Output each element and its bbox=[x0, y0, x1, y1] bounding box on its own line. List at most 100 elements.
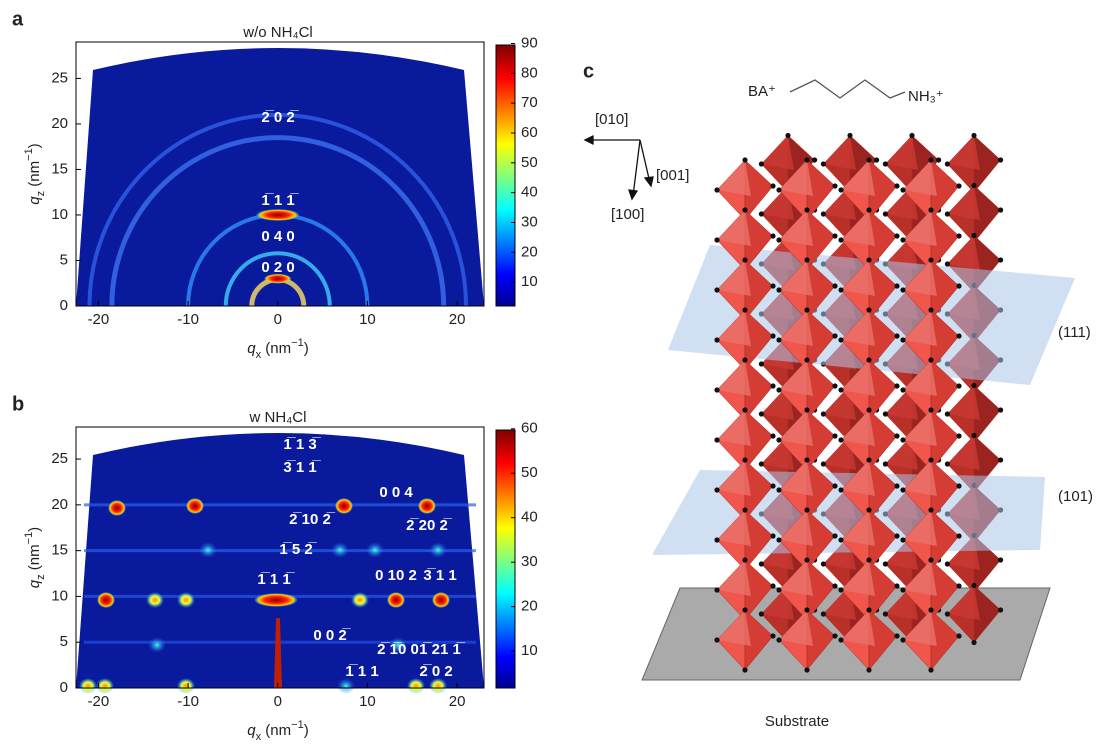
atom bbox=[883, 161, 888, 166]
atom bbox=[866, 507, 871, 512]
atom bbox=[900, 637, 905, 642]
atom bbox=[866, 257, 871, 262]
diffraction-spot bbox=[387, 592, 405, 608]
atom bbox=[928, 357, 933, 362]
atom bbox=[770, 333, 775, 338]
atom bbox=[894, 383, 899, 388]
atom bbox=[866, 207, 871, 212]
direction-label: [100] bbox=[611, 206, 644, 223]
structure-panel: cBA⁺NH₃⁺[010][001][100](111)(101)Substra… bbox=[583, 60, 1093, 730]
atom bbox=[742, 457, 747, 462]
diffraction-spot bbox=[254, 593, 298, 607]
diffraction-spot bbox=[366, 542, 384, 558]
atom bbox=[866, 557, 871, 562]
colorbar-tick-label: 20 bbox=[521, 598, 538, 615]
atom bbox=[900, 337, 905, 342]
y-tick-label: 0 bbox=[60, 679, 68, 696]
atom bbox=[894, 333, 899, 338]
atom bbox=[945, 561, 950, 566]
y-tick-label: 15 bbox=[51, 160, 68, 177]
atom bbox=[838, 437, 843, 442]
atom bbox=[714, 237, 719, 242]
colorbar-tick-label: 40 bbox=[521, 184, 538, 201]
colorbar-tick-label: 60 bbox=[521, 420, 538, 437]
atom bbox=[832, 533, 837, 538]
atom bbox=[883, 411, 888, 416]
atom bbox=[838, 637, 843, 642]
peak-label: 1̅ 1 1̅ bbox=[261, 192, 299, 209]
x-tick-label: -10 bbox=[177, 311, 199, 328]
atom bbox=[900, 287, 905, 292]
atom bbox=[971, 233, 976, 238]
atom bbox=[804, 307, 809, 312]
amine-label: NH₃⁺ bbox=[908, 88, 944, 105]
axis-label: qx (nm−1) bbox=[247, 337, 308, 361]
atom bbox=[714, 187, 719, 192]
y-tick-label: 5 bbox=[60, 633, 68, 650]
diffraction-spot bbox=[146, 592, 164, 608]
panel-letter: a bbox=[12, 8, 24, 30]
y-tick-label: 25 bbox=[51, 69, 68, 86]
axis-label-part: −1 bbox=[291, 337, 304, 349]
atom bbox=[928, 607, 933, 612]
figure: cBA⁺NH₃⁺[010][001][100](111)(101)Substra… bbox=[0, 0, 1102, 748]
atom bbox=[804, 257, 809, 262]
atom bbox=[821, 461, 826, 466]
atom bbox=[776, 237, 781, 242]
atom bbox=[804, 407, 809, 412]
atom bbox=[971, 133, 976, 138]
atom bbox=[804, 507, 809, 512]
atom bbox=[742, 557, 747, 562]
colorbar-tick-label: 90 bbox=[521, 34, 538, 51]
atom bbox=[866, 307, 871, 312]
atom bbox=[742, 307, 747, 312]
atom bbox=[821, 411, 826, 416]
atom bbox=[838, 537, 843, 542]
atom bbox=[866, 457, 871, 462]
y-tick-label: 20 bbox=[51, 115, 68, 132]
atom bbox=[770, 433, 775, 438]
axis-label-part: (nm bbox=[26, 161, 43, 191]
axis-label: qx (nm−1) bbox=[247, 719, 308, 743]
atom bbox=[945, 261, 950, 266]
atom bbox=[847, 133, 852, 138]
diffraction-spot bbox=[432, 592, 450, 608]
peak-label: 2̅ 10 2̅ bbox=[289, 511, 336, 528]
diffraction-spot bbox=[108, 500, 126, 516]
peak-label: 0 0 4 bbox=[379, 484, 413, 501]
axis-label-part: −1 bbox=[291, 719, 304, 731]
atom bbox=[866, 157, 871, 162]
atom bbox=[945, 461, 950, 466]
atom bbox=[998, 557, 1003, 562]
panel-title: w/o NH₄Cl bbox=[242, 24, 312, 41]
atom bbox=[714, 587, 719, 592]
atom bbox=[832, 433, 837, 438]
atom bbox=[928, 507, 933, 512]
atom bbox=[894, 633, 899, 638]
atom bbox=[838, 337, 843, 342]
atom bbox=[804, 667, 809, 672]
colorbar-tick-label: 50 bbox=[521, 464, 538, 481]
atom bbox=[894, 483, 899, 488]
atom bbox=[956, 633, 961, 638]
atom bbox=[900, 237, 905, 242]
diffraction-spot bbox=[186, 498, 204, 514]
atom bbox=[900, 387, 905, 392]
atom bbox=[956, 283, 961, 288]
atom bbox=[928, 407, 933, 412]
atom bbox=[971, 583, 976, 588]
atom bbox=[956, 383, 961, 388]
atom bbox=[770, 483, 775, 488]
colorbar bbox=[496, 45, 515, 306]
atom bbox=[866, 407, 871, 412]
atom bbox=[998, 407, 1003, 412]
diffraction-spot bbox=[97, 592, 115, 608]
atom bbox=[742, 357, 747, 362]
atom bbox=[776, 187, 781, 192]
atom bbox=[874, 157, 879, 162]
axis-label-part: ) bbox=[26, 143, 43, 148]
atom bbox=[928, 257, 933, 262]
diffraction-spot bbox=[177, 678, 195, 694]
atom bbox=[759, 161, 764, 166]
atom bbox=[759, 361, 764, 366]
